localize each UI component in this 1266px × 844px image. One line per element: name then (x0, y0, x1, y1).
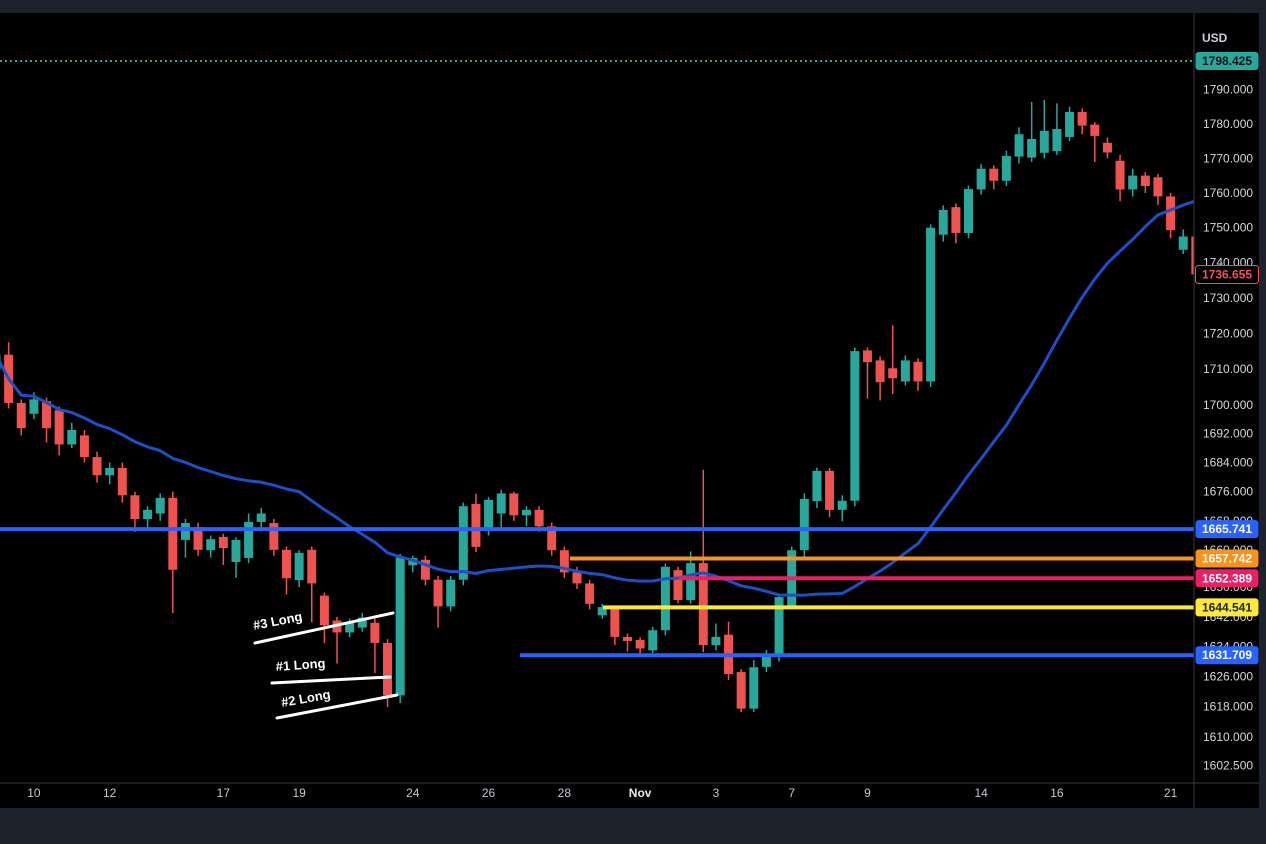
alert-price-label[interactable] (1195, 52, 1259, 70)
time-tick-26: 26 (482, 786, 496, 800)
trendline-label: #1 Long (275, 656, 326, 674)
trendline-#1 Long[interactable] (270, 675, 392, 685)
moving-average-line[interactable] (0, 199, 1197, 597)
time-tick-14: 14 (974, 786, 988, 800)
time-axis[interactable] (0, 783, 1259, 808)
time-tick-Nov: Nov (629, 786, 652, 800)
level-price-label-text: 1631.709 (1202, 648, 1252, 662)
level-price-label-text: 1644.541 (1202, 600, 1252, 614)
price-tick: 1730.000 (1203, 291, 1253, 305)
level-price-label[interactable] (1195, 569, 1259, 588)
time-tick-10: 10 (27, 786, 41, 800)
last-price-label[interactable] (1195, 264, 1259, 284)
price-tick: 1750.000 (1203, 221, 1253, 235)
time-tick-21: 21 (1164, 786, 1178, 800)
price-tick: 1700.000 (1203, 398, 1253, 412)
level-price-label-text: 1665.741 (1202, 522, 1252, 536)
time-tick-19: 19 (292, 786, 306, 800)
price-tick: 1780.000 (1203, 117, 1253, 131)
time-tick-28: 28 (558, 786, 572, 800)
last-price-label-text: 1736.655 (1202, 267, 1252, 281)
price-tick: 1692.000 (1203, 427, 1253, 441)
time-tick-3: 3 (713, 786, 720, 800)
trendline-#3 Long[interactable] (253, 611, 395, 645)
time-tick-7: 7 (788, 786, 795, 800)
alert-price-label-text: 1798.425 (1202, 54, 1252, 68)
time-tick-16: 16 (1050, 786, 1064, 800)
level-price-label-text: 1657.742 (1202, 552, 1252, 566)
price-tick: 1618.000 (1203, 700, 1253, 714)
price-tick: 1684.000 (1203, 456, 1253, 470)
price-tick: 1626.000 (1203, 670, 1253, 684)
price-tick: 1676.000 (1203, 485, 1253, 499)
currency-label: USD (1202, 31, 1228, 45)
time-tick-12: 12 (103, 786, 117, 800)
level-price-label[interactable] (1195, 549, 1259, 568)
price-tick: 1610.000 (1203, 730, 1253, 744)
time-tick-17: 17 (217, 786, 231, 800)
chart-pane[interactable] (0, 13, 1259, 808)
level-price-label[interactable] (1195, 598, 1259, 617)
price-tick: 1710.000 (1203, 362, 1253, 376)
price-tick: 1760.000 (1203, 186, 1253, 200)
level-price-label-text: 1652.389 (1202, 571, 1252, 585)
price-tick: 1770.000 (1203, 151, 1253, 165)
time-tick-9: 9 (864, 786, 871, 800)
level-price-label[interactable] (1195, 646, 1259, 665)
trendline-#2 Long[interactable] (275, 693, 399, 720)
price-tick: 1790.000 (1203, 83, 1253, 97)
price-tick: 1720.000 (1203, 326, 1253, 340)
price-tick: 1602.500 (1203, 759, 1253, 773)
level-price-label[interactable] (1195, 520, 1259, 539)
time-tick-24: 24 (406, 786, 420, 800)
